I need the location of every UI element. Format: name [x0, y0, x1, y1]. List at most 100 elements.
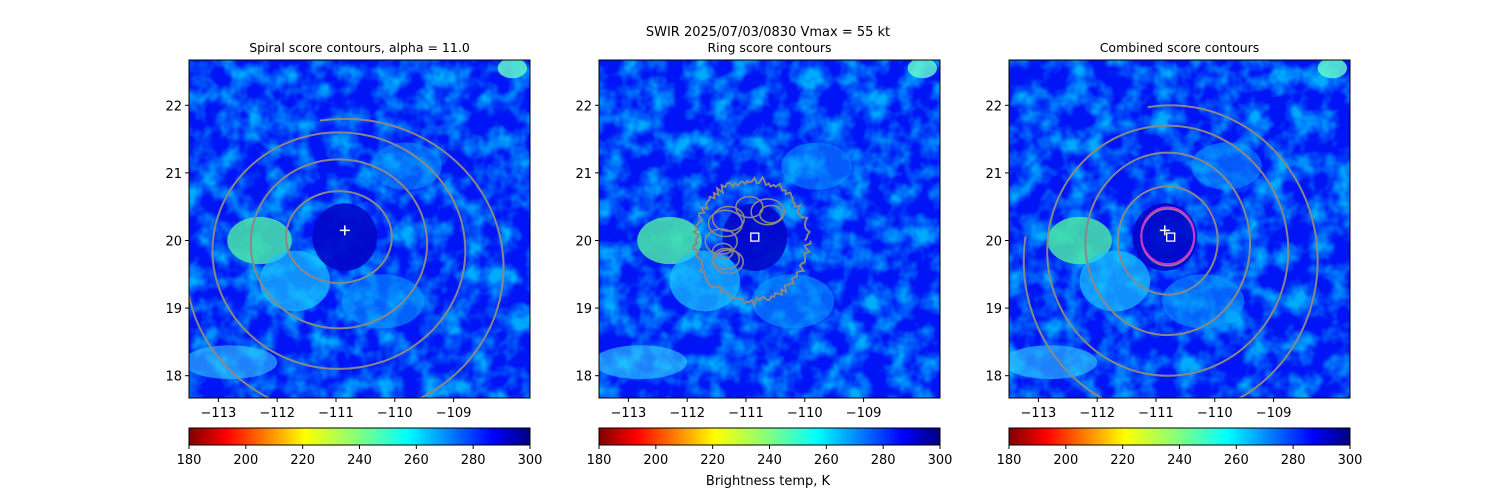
y-tick-label: 20 — [985, 234, 1002, 249]
center-plus-marker — [1159, 225, 1170, 236]
ring-contour-inner-8 — [707, 209, 744, 238]
y-tick-label: 21 — [985, 167, 1002, 182]
x-tick-label: −113 — [611, 406, 647, 421]
y-tick-label: 22 — [575, 99, 592, 114]
x-tick-label: −109 — [436, 406, 472, 421]
axes-frame — [1008, 59, 1351, 399]
ring-contour-outer — [691, 175, 812, 308]
x-tick-label: −112 — [669, 406, 705, 421]
y-tick-label: 20 — [575, 234, 592, 249]
ring-contour-inner-4 — [750, 198, 786, 226]
contour-open-4 — [189, 117, 505, 398]
y-tick-label: 19 — [165, 302, 182, 317]
contour-1 — [285, 190, 393, 285]
ring-contour-inner-9 — [712, 249, 745, 275]
combined-ring-1 — [1140, 206, 1196, 266]
y-tick-label: 22 — [165, 99, 182, 114]
x-tick-label: −113 — [1021, 406, 1057, 421]
colorbar-tick-label: 300 — [928, 453, 953, 468]
colorbar-tick-label: 240 — [757, 453, 782, 468]
colorbar-tick-label: 180 — [177, 453, 202, 468]
contour-2 — [1116, 185, 1219, 296]
y-tick-label: 22 — [985, 99, 1002, 114]
warm-band-5 — [781, 142, 852, 190]
colorbar-tick-label: 220 — [290, 453, 315, 468]
center-square-marker — [1166, 232, 1176, 242]
brightness-heatmap — [189, 60, 530, 398]
warm-band-2 — [259, 250, 331, 312]
y-tick-label: 21 — [165, 167, 182, 182]
y-tick-label: 20 — [165, 234, 182, 249]
x-tick-label: −109 — [1256, 406, 1292, 421]
colorbar-tick-label: 220 — [700, 453, 725, 468]
colorbar-tick-label: 200 — [643, 453, 668, 468]
warm-band-2 — [669, 250, 741, 312]
colorbar-tick-label: 280 — [1281, 453, 1306, 468]
contour-4 — [1046, 124, 1290, 377]
warm-band-5 — [371, 142, 442, 190]
y-tick-label: 18 — [985, 370, 1002, 385]
warm-band-4 — [189, 345, 278, 380]
x-tick-label: −112 — [259, 406, 295, 421]
x-tick-label: −112 — [1079, 406, 1115, 421]
x-tick-label: −113 — [201, 406, 237, 421]
y-tick-label: 19 — [985, 302, 1002, 317]
colorbar — [188, 427, 531, 446]
warm-band-1 — [637, 216, 702, 265]
y-tick-label: 21 — [575, 167, 592, 182]
colorbar-tick-label: 260 — [814, 453, 839, 468]
x-tick-label: −111 — [318, 406, 354, 421]
brightness-heatmap — [1009, 60, 1350, 398]
colorbar-tick-label: 200 — [233, 453, 258, 468]
x-tick-label: −109 — [846, 406, 882, 421]
colorbar-tick-label: 260 — [1224, 453, 1249, 468]
colorbar-tick-label: 180 — [587, 453, 612, 468]
warm-band-3 — [751, 274, 835, 329]
colorbar-tick-label: 240 — [347, 453, 372, 468]
colorbar-tick-label: 200 — [1053, 453, 1078, 468]
y-tick-label: 18 — [575, 370, 592, 385]
x-tick-label: −110 — [1197, 406, 1233, 421]
colorbar — [1008, 427, 1351, 446]
contour-3 — [1084, 151, 1252, 337]
panel-3: Combined score contours −113 −112 −111 −110 −… — [985, 40, 1362, 468]
axes-frame — [188, 59, 531, 399]
warm-band-3 — [341, 274, 425, 329]
warm-band-3 — [1161, 274, 1245, 329]
contour-group — [189, 117, 505, 398]
center-plus-marker — [339, 225, 350, 236]
colorbar-tick-label: 220 — [1110, 453, 1135, 468]
colorbar-tick-label: 280 — [461, 453, 486, 468]
contour-2 — [249, 158, 429, 330]
x-tick-label: −110 — [377, 406, 413, 421]
x-tick-label: −110 — [787, 406, 823, 421]
x-tick-label: −111 — [1138, 406, 1174, 421]
warm-band-1 — [1047, 216, 1112, 265]
panel-title: Combined score contours — [1100, 40, 1260, 55]
colorbar-tick-label: 300 — [518, 453, 543, 468]
ring-contour-inner-6 — [735, 195, 764, 219]
warm-band-2 — [1079, 250, 1151, 312]
storm-core — [312, 203, 378, 271]
panel-2: Ring score contours −113 −112 −111 −110 −109 1… — [575, 40, 952, 468]
center-square-marker — [750, 232, 760, 242]
colorbar-tick-label: 240 — [1167, 453, 1192, 468]
panel-title: Ring score contours — [707, 40, 831, 55]
colorbar-label: Brightness temp, K — [706, 474, 831, 489]
colorbar-tick-label: 300 — [1338, 453, 1363, 468]
colorbar-tick-label: 280 — [871, 453, 896, 468]
warm-band-4 — [1009, 345, 1098, 380]
panel-1: Spiral score contours, alpha = 11.0 −113 −… — [165, 40, 542, 468]
warm-band-6 — [907, 60, 938, 79]
ring-contour-inner-7 — [704, 228, 739, 255]
contour-open-5 — [1022, 104, 1319, 398]
y-tick-label: 18 — [165, 370, 182, 385]
colorbar — [598, 427, 941, 446]
brightness-heatmap — [599, 60, 940, 398]
warm-band-4 — [599, 345, 688, 380]
contour-group — [691, 175, 812, 308]
colorbar-tick-label: 180 — [997, 453, 1022, 468]
axes-frame — [598, 59, 941, 399]
warm-band-6 — [1317, 60, 1348, 79]
